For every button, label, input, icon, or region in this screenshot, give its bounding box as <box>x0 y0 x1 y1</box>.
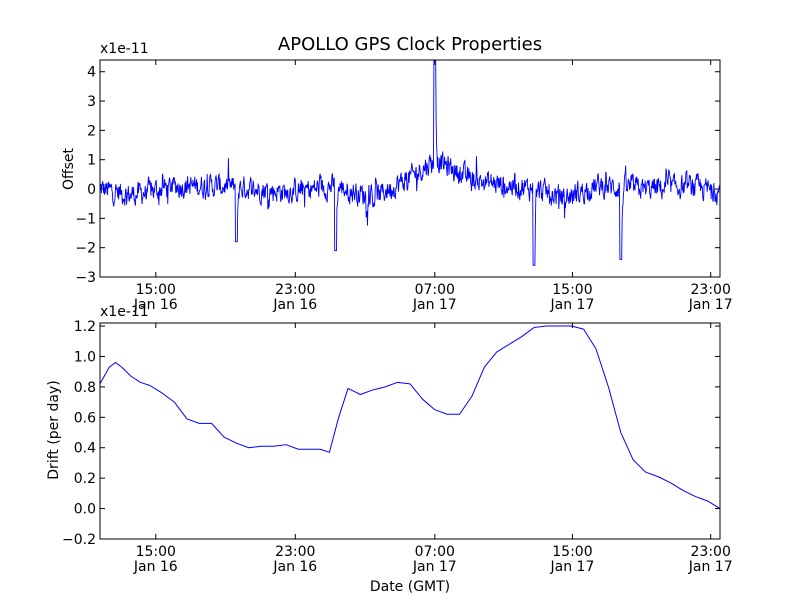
bottom-y-axis-label: Drift (per day) <box>46 380 62 479</box>
top-plot-frame <box>99 59 721 278</box>
y-tick-label: 0 <box>87 182 96 198</box>
y-tick-label: −2 <box>75 241 96 257</box>
x-axis-label: Date (GMT) <box>370 579 450 595</box>
y-tick-label: −1 <box>75 211 96 227</box>
y-tick-label: 1.2 <box>74 319 96 335</box>
x-tick-label-date: Jan 17 <box>412 559 457 575</box>
y-tick-label: −3 <box>75 270 96 286</box>
x-tick-label-time: 23:00 <box>275 282 315 298</box>
y-tick-label: 2 <box>87 123 96 139</box>
y-tick-label: −0.2 <box>62 532 96 548</box>
y-tick-label: 3 <box>87 94 96 110</box>
x-tick-label-time: 23:00 <box>275 544 315 560</box>
bottom-plot-frame <box>99 322 721 540</box>
x-tick-label-date: Jan 16 <box>133 297 178 313</box>
bottom-scale-label: x1e-11 <box>100 304 149 320</box>
y-tick-label: 0.4 <box>74 441 96 457</box>
x-tick-label-time: 23:00 <box>691 544 731 560</box>
x-tick-label-time: 15:00 <box>136 282 176 298</box>
top-y-axis-label: Offset <box>61 147 77 190</box>
chart-title: APOLLO GPS Clock Properties <box>278 34 542 55</box>
x-tick-label-date: Jan 17 <box>688 297 733 313</box>
drift-series-line <box>99 325 721 510</box>
x-tick-label-time: 07:00 <box>415 282 455 298</box>
x-tick-label-date: Jan 17 <box>412 297 457 313</box>
x-tick-label-date: Jan 17 <box>550 559 595 575</box>
x-tick-label-time: 15:00 <box>552 282 592 298</box>
offset-series-line <box>99 59 721 266</box>
x-tick-label-time: 15:00 <box>136 544 176 560</box>
y-tick-label: 0.6 <box>74 410 96 426</box>
y-tick-label: 0.2 <box>74 471 96 487</box>
y-tick-label: 0.0 <box>74 502 96 518</box>
x-tick-label-date: Jan 17 <box>688 559 733 575</box>
y-tick-label: 0.8 <box>74 380 96 396</box>
y-tick-label: 1 <box>87 153 96 169</box>
x-tick-label-date: Jan 16 <box>272 559 317 575</box>
top-scale-label: x1e-11 <box>100 41 149 57</box>
x-tick-label-time: 23:00 <box>691 282 731 298</box>
x-tick-label-time: 07:00 <box>415 544 455 560</box>
y-tick-label: 4 <box>87 65 96 81</box>
x-tick-label-date: Jan 17 <box>550 297 595 313</box>
x-tick-label-time: 15:00 <box>552 544 592 560</box>
x-tick-label-date: Jan 16 <box>272 297 317 313</box>
y-tick-label: 1.0 <box>74 349 96 365</box>
x-tick-label-date: Jan 16 <box>133 559 178 575</box>
